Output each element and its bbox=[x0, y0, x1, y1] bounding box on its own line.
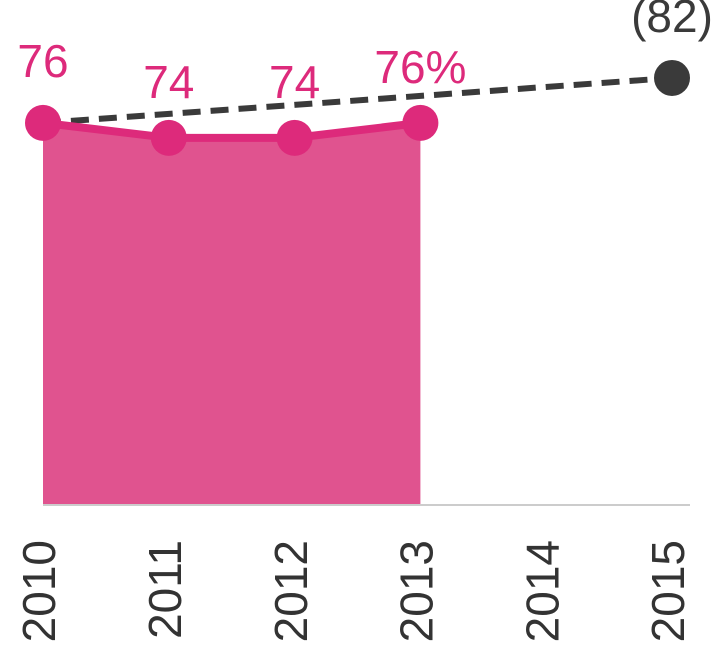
x-tick-label: 2011 bbox=[139, 540, 191, 639]
x-tick-label: 2015 bbox=[642, 540, 694, 642]
value-label: 76% bbox=[374, 41, 466, 93]
x-tick-label: 2014 bbox=[516, 540, 568, 642]
value-label: 76 bbox=[17, 35, 68, 87]
point bbox=[276, 119, 313, 156]
x-tick-label: 2012 bbox=[265, 540, 317, 642]
point bbox=[654, 59, 690, 96]
point bbox=[150, 119, 187, 156]
x-tick-label: 2010 bbox=[13, 540, 65, 642]
value-label: 74 bbox=[269, 56, 320, 108]
line bbox=[42, 118, 421, 142]
x-tick-label: 2013 bbox=[391, 540, 443, 642]
value-label: (82) bbox=[631, 0, 713, 42]
point bbox=[402, 104, 439, 141]
value-label: 74 bbox=[143, 56, 194, 108]
area bbox=[43, 122, 421, 506]
line bbox=[42, 74, 673, 126]
point bbox=[25, 104, 61, 141]
